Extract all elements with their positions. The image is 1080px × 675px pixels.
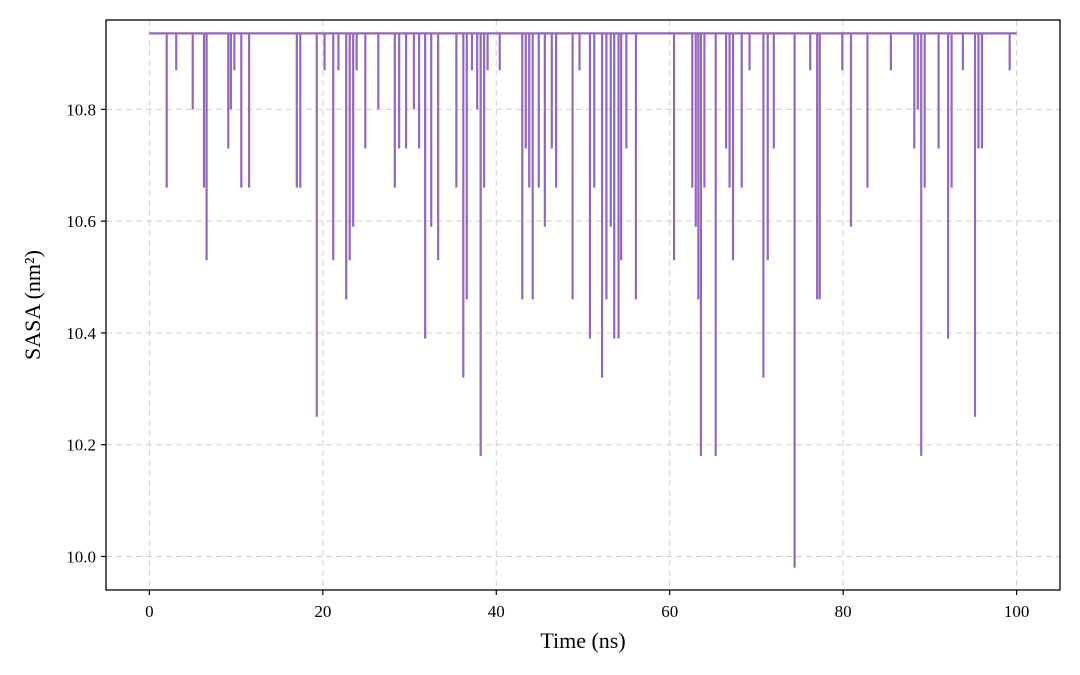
- sasa-series: [149, 32, 1017, 568]
- y-tick-label: 10.4: [66, 324, 96, 343]
- x-tick-label: 0: [145, 602, 154, 621]
- x-tick-label: 60: [661, 602, 678, 621]
- x-axis-title: Time (ns): [540, 628, 625, 653]
- grid: [106, 20, 1060, 590]
- y-tick-label: 10.6: [66, 212, 96, 231]
- y-axis-ticks: 10.0 10.2 10.4 10.6 10.8: [66, 100, 106, 566]
- y-tick-label: 10.0: [66, 547, 96, 566]
- y-tick-label: 10.8: [66, 100, 96, 119]
- x-tick-label: 20: [314, 602, 331, 621]
- x-axis-ticks: 0 20 40 60 80 100: [145, 590, 1029, 621]
- y-axis-title: SASA (nm²): [20, 250, 45, 360]
- x-tick-label: 100: [1004, 602, 1030, 621]
- x-tick-label: 40: [488, 602, 505, 621]
- plot-frame: [105, 19, 1061, 591]
- y-tick-label: 10.2: [66, 436, 96, 455]
- x-tick-label: 80: [835, 602, 852, 621]
